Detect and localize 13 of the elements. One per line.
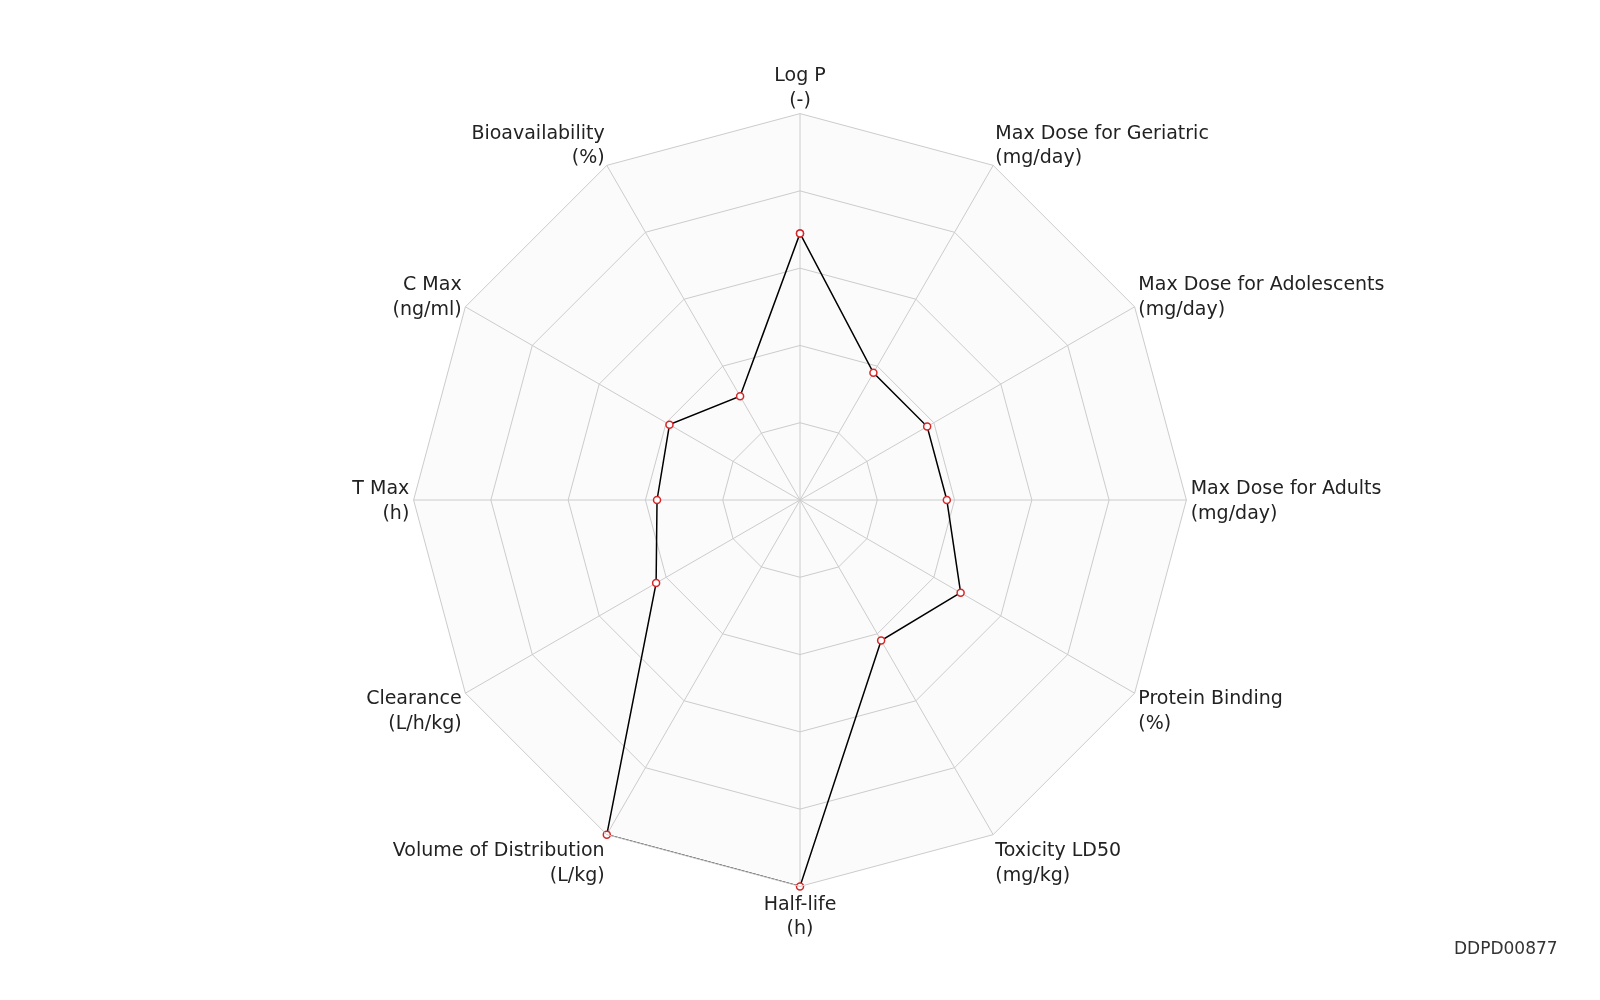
- spoke-label: Max Dose for Adults (mg/day): [1190, 476, 1382, 523]
- spoke-label: Clearance (L/h/kg): [366, 686, 462, 734]
- spoke-label: T Max (h): [351, 476, 410, 523]
- spoke-label: Half-life (h): [763, 891, 837, 939]
- spoke-label: C Max (ng/ml): [392, 271, 462, 319]
- spoke-label: Volume of Distribution (L/kg): [392, 838, 605, 886]
- spoke-label: Protein Binding (%): [1138, 686, 1283, 734]
- text: DDPD00877: [1454, 938, 1558, 958]
- spoke-label: Max Dose for Geriatric (mg/day): [995, 120, 1209, 168]
- spoke-label: Toxicity LD50 (mg/kg): [994, 838, 1122, 886]
- spoke-label: Max Dose for Adolescents (mg/day): [1138, 271, 1385, 319]
- spoke-label: Log P (-): [774, 62, 826, 110]
- spoke-label: Bioavailability (%): [471, 120, 605, 168]
